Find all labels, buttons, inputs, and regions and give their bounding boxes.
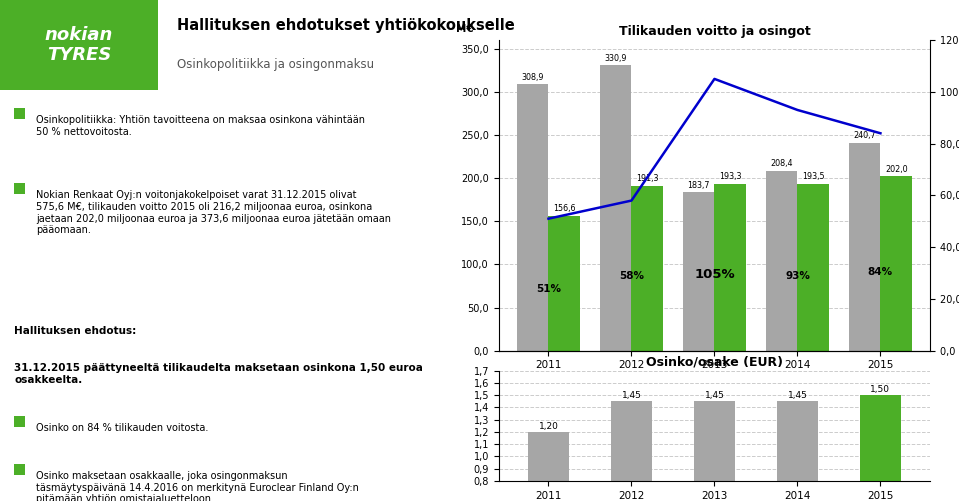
Text: 193,3: 193,3 [719,172,741,181]
Text: 1,20: 1,20 [539,421,558,430]
Text: 330,9: 330,9 [604,54,627,63]
Text: 193,5: 193,5 [802,172,825,181]
Text: Hallituksen ehdotus:: Hallituksen ehdotus: [14,326,136,336]
Bar [777,401,818,501]
Text: 183,7: 183,7 [688,180,710,189]
FancyBboxPatch shape [0,0,158,90]
Bar [798,184,829,351]
Text: 84%: 84% [868,268,893,278]
Bar [631,186,663,351]
Text: Osinko maksetaan osakkaalle, joka osingonmaksun
täsmäytyspäivänä 14.4.2016 on me: Osinko maksetaan osakkaalle, joka osingo… [36,471,359,501]
FancyBboxPatch shape [14,416,25,427]
Text: 202,0: 202,0 [885,165,907,174]
Bar [517,84,549,351]
Text: M€: M€ [456,24,473,34]
Bar [549,215,580,351]
Bar [880,176,912,351]
Text: 58%: 58% [619,272,643,282]
Text: Nokian Renkaat Oyj:n voitonjakokelpoiset varat 31.12.2015 olivat
575,6 M€, tilik: Nokian Renkaat Oyj:n voitonjakokelpoiset… [36,190,391,235]
Bar [527,432,570,501]
Bar [683,192,714,351]
Title: Tilikauden voitto ja osingot: Tilikauden voitto ja osingot [619,25,810,38]
Text: 240,7: 240,7 [854,131,876,140]
Text: 1,50: 1,50 [871,385,891,394]
Legend: Voitto, Osingot, Osuus voitosta: Voitto, Osingot, Osuus voitosta [607,398,822,414]
Bar [766,171,798,351]
Text: 1,45: 1,45 [705,391,724,400]
Text: 51%: 51% [536,284,561,294]
Text: 156,6: 156,6 [553,204,575,213]
Text: 308,9: 308,9 [522,73,544,82]
Text: nokian
TYRES: nokian TYRES [45,26,113,65]
Text: Osinko on 84 % tilikauden voitosta.: Osinko on 84 % tilikauden voitosta. [36,423,208,433]
Title: Osinko/osake (EUR): Osinko/osake (EUR) [646,355,783,368]
Text: 31.12.2015 päättyneeltä tilikaudelta maksetaan osinkona 1,50 euroa
osakkeelta.: 31.12.2015 päättyneeltä tilikaudelta mak… [14,363,423,385]
Bar [714,184,746,351]
Bar [859,395,901,501]
Text: 191,3: 191,3 [636,174,659,183]
Text: Hallituksen ehdotukset yhtiökokoukselle: Hallituksen ehdotukset yhtiökokoukselle [177,18,515,33]
Text: 93%: 93% [785,271,810,281]
Text: Osinkopolitiikka: Yhtiön tavoitteena on maksaa osinkona vähintään
50 % nettovoit: Osinkopolitiikka: Yhtiön tavoitteena on … [36,115,365,137]
Bar [600,65,631,351]
Bar [693,401,736,501]
FancyBboxPatch shape [14,464,25,475]
FancyBboxPatch shape [14,108,25,119]
Text: 208,4: 208,4 [770,159,793,168]
FancyBboxPatch shape [14,183,25,194]
Text: Osinkopolitiikka ja osingonmaksu: Osinkopolitiikka ja osingonmaksu [177,59,375,72]
Text: 1,45: 1,45 [621,391,642,400]
Text: 105%: 105% [694,268,735,281]
Bar [611,401,652,501]
Bar [849,143,880,351]
Text: 1,45: 1,45 [787,391,807,400]
